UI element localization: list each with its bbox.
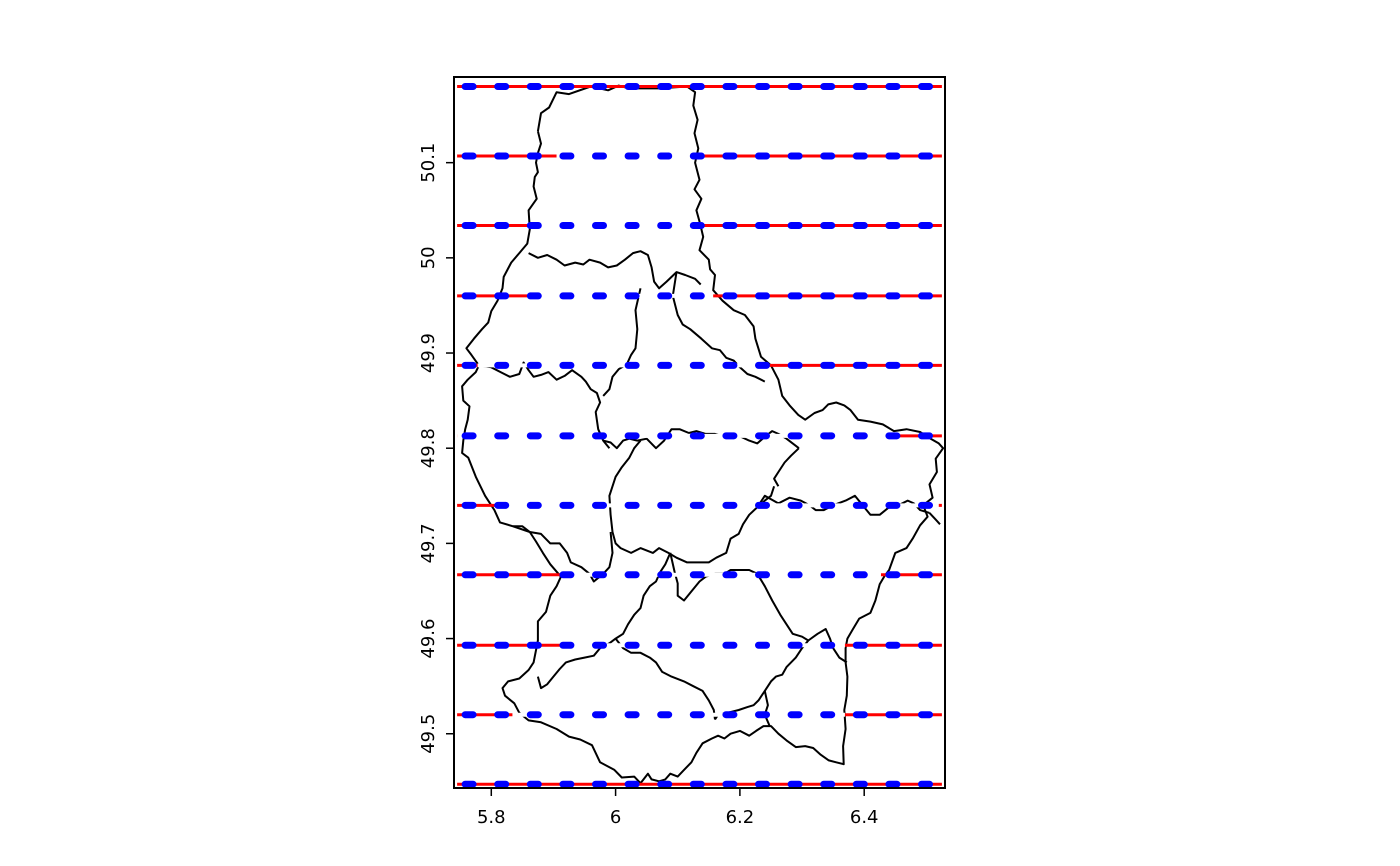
country-outline [461, 84, 945, 785]
district-boundary [528, 250, 702, 290]
y-tick-label: 49.6 [418, 619, 439, 659]
district-boundary [763, 690, 771, 727]
district-boundary [773, 447, 800, 487]
y-tick-label: 49.7 [418, 523, 439, 563]
y-tick-label: 50 [418, 246, 439, 269]
district-boundary [513, 525, 614, 583]
x-tick-label: 5.8 [477, 807, 506, 828]
district-boundary [756, 494, 930, 516]
district-boundary [614, 637, 716, 720]
y-axis: 49.5 49.6 49.7 49.8 49.9 50 50.1 [418, 143, 455, 754]
y-tick-label: 49.8 [418, 428, 439, 468]
y-tick-label: 49.9 [418, 333, 439, 373]
district-boundary [807, 628, 848, 664]
y-tick-label: 50.1 [418, 143, 439, 183]
x-tick-label: 6.2 [726, 807, 755, 828]
x-tick-label: 6.4 [850, 807, 879, 828]
district-boundary [478, 361, 611, 449]
y-tick-label: 49.5 [418, 714, 439, 754]
district-boundary [536, 552, 672, 690]
district-boundary [671, 271, 766, 383]
x-axis: 5.8 6 6.2 6.4 [477, 787, 879, 828]
district-boundary [669, 552, 810, 721]
district-boundary [602, 288, 642, 397]
x-tick-label: 6 [610, 807, 621, 828]
district-boundary [608, 439, 776, 564]
district-boundary [928, 512, 941, 525]
latitude-lines-layer [453, 83, 946, 788]
